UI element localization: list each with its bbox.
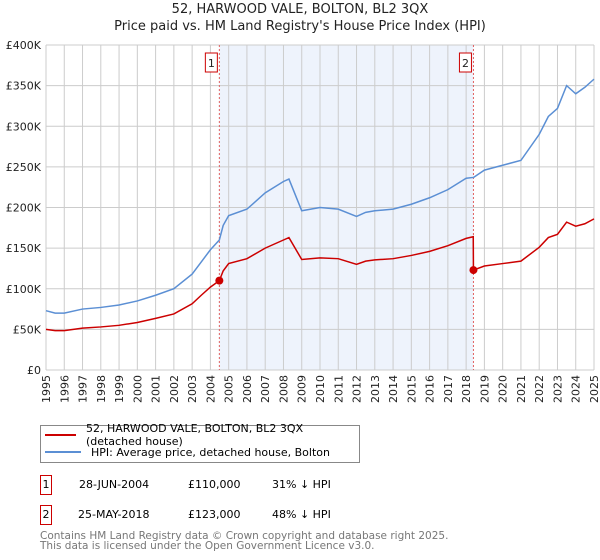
y-tick-label: £400K (6, 39, 42, 52)
x-tick-label: 1995 (40, 375, 53, 403)
sale-price: £123,000 (188, 508, 241, 521)
x-tick-label: 1998 (95, 375, 108, 403)
sale-point (215, 276, 224, 285)
x-tick-label: 2006 (241, 375, 254, 403)
x-tick-label: 2004 (204, 375, 217, 403)
x-tick-label: 2002 (168, 375, 181, 403)
x-tick-label: 2018 (460, 375, 473, 403)
footer: Contains HM Land Registry data © Crown c… (40, 530, 449, 552)
x-tick-label: 2021 (515, 375, 528, 403)
legend: 52, HARWOOD VALE, BOLTON, BL2 3QX (detac… (40, 422, 360, 463)
sale-marker-label: 1 (40, 475, 52, 495)
x-tick-label: 2023 (551, 375, 564, 403)
y-tick-label: £50K (13, 323, 42, 336)
x-tick-label: 2019 (478, 375, 491, 403)
legend-swatch (45, 434, 76, 436)
x-tick-label: 2015 (405, 375, 418, 403)
plot-area: 1995 1996 1997 1998 1999 2000 2001 2002 2003 2004… (6, 39, 600, 403)
x-tick-label: 2000 (131, 375, 144, 403)
hpi-line (45, 78, 595, 314)
x-tick-label: 2024 (570, 375, 583, 403)
legend-item-property: 52, HARWOOD VALE, BOLTON, BL2 3QX (detac… (45, 422, 359, 448)
x-tick-label: 2020 (497, 375, 510, 403)
sale-marker-label: 2 (40, 505, 52, 525)
x-tick-label: 2017 (442, 375, 455, 403)
x-tick-label: 1996 (58, 375, 71, 403)
x-tick-label: 2025 (588, 375, 600, 403)
footer-licence: This data is licensed under the Open Gov… (40, 540, 375, 552)
y-tick-label: £150K (6, 242, 42, 255)
x-tick-label: 1999 (113, 375, 126, 403)
sale-marker-box (204, 52, 218, 73)
y-tick-label: £200K (6, 202, 42, 215)
legend-label: 52, HARWOOD VALE, BOLTON, BL2 3QX (detac… (85, 422, 304, 448)
x-tick-label: 2012 (351, 375, 364, 403)
sale-hpi-diff: 31% ↓ HPI (272, 478, 331, 491)
chart-title: 52, HARWOOD VALE, BOLTON, BL2 3QX (171, 2, 429, 17)
x-tick-label: 2022 (533, 375, 546, 403)
y-tick-label: £250K (6, 161, 42, 174)
sale-marker-label: 1 (208, 57, 215, 70)
x-tick-label: 2016 (424, 375, 437, 403)
x-tick-label: 2001 (150, 375, 163, 403)
sale-hpi-diff: 48% ↓ HPI (272, 508, 331, 521)
x-tick-label: 2011 (332, 375, 345, 403)
footer-copyright: Contains HM Land Registry data © Crown c… (40, 530, 449, 542)
x-tick-label: 2007 (259, 375, 272, 403)
y-tick-label: £300K (6, 120, 42, 133)
legend-swatch (45, 451, 81, 453)
chart-subtitle: Price paid vs. HM Land Registry's House … (114, 19, 486, 34)
sale-date: 25-MAY-2018 (78, 508, 150, 521)
y-tick-label: £0 (27, 364, 41, 377)
sale-price: £110,000 (188, 478, 241, 491)
sale-date: 28-JUN-2004 (79, 478, 150, 491)
x-tick-label: 2014 (387, 375, 400, 403)
property-price-line (45, 218, 595, 332)
sale-marker-label: 2 (462, 57, 469, 70)
x-tick-label: 2009 (296, 375, 309, 403)
legend-label: HPI: Average price, detached house, Bolt… (91, 445, 330, 459)
x-tick-label: 2003 (186, 375, 199, 403)
sale-point (469, 266, 478, 275)
y-tick-label: £350K (6, 80, 42, 93)
legend-item-hpi: HPI: Average price, detached house, Bolt… (45, 445, 330, 459)
sale-marker-box (458, 52, 472, 73)
x-tick-label: 1997 (77, 375, 90, 403)
x-tick-label: 2013 (369, 375, 382, 403)
x-tick-label: 2008 (277, 375, 290, 403)
y-tick-label: £100K (6, 283, 42, 296)
x-tick-label: 2005 (223, 375, 236, 403)
x-tick-label: 2010 (314, 375, 327, 403)
